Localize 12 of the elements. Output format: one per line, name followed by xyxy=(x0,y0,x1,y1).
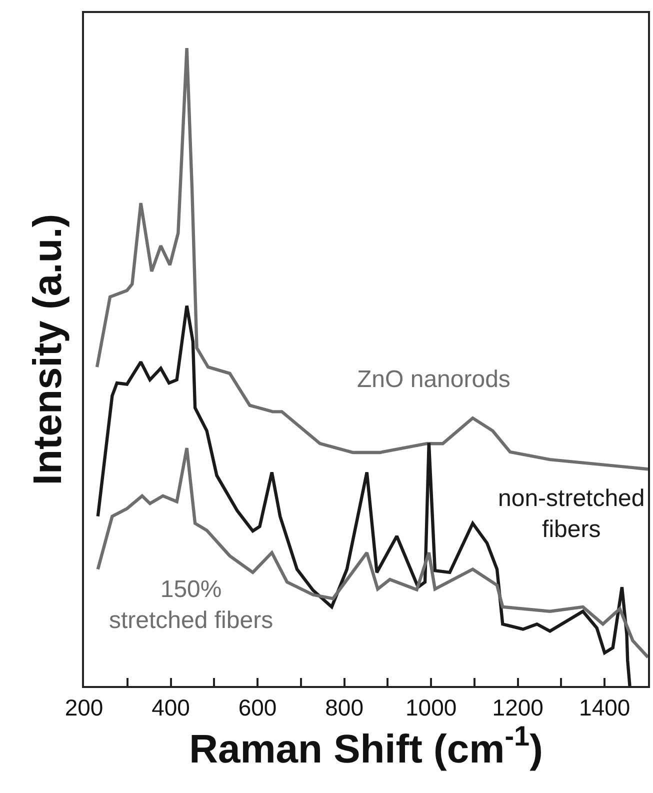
annotation: non-stretched fibers xyxy=(498,485,645,544)
x-axis-title: Raman Shift (cm$^{-1}$) xyxy=(189,720,543,772)
x-tick-label: 800 xyxy=(325,694,364,721)
y-axis-title: Intensity (a.u.) xyxy=(26,214,70,486)
x-tick-label: 1000 xyxy=(405,694,457,721)
x-tick-label: 1400 xyxy=(579,694,630,721)
x-tick-label: 200 xyxy=(64,694,104,721)
x-tick-label: 400 xyxy=(152,694,190,721)
annotation: ZnO nanorods xyxy=(357,366,510,393)
x-tick-label: 1200 xyxy=(492,694,544,721)
x-tick-label: 600 xyxy=(238,694,277,721)
annotation: 150% stretched fibers xyxy=(109,576,274,634)
